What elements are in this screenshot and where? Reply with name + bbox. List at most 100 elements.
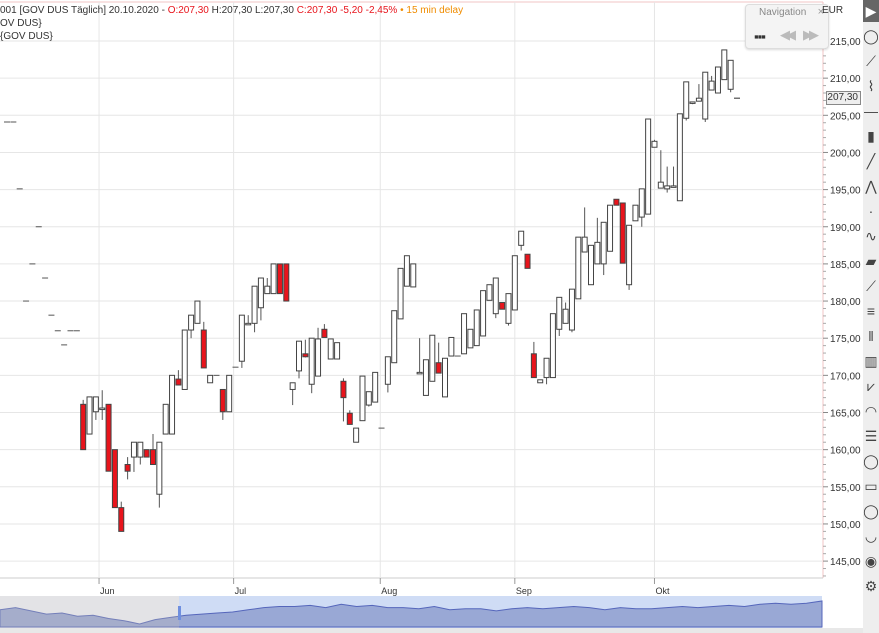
candle-up <box>397 267 404 320</box>
drawing-toolbar: ▶ ◯ ⟋ ⌇ — ▮ ╱ ⋀ · ∿ ▰ ⟋ ≡ ‖ ▥ ⩗ ◠ ☰ ◯ ▭ ◯ ◡ ◉ ⚙ <box>863 0 879 633</box>
navigation-title: Navigation <box>759 7 807 18</box>
candle-up <box>410 263 417 288</box>
high-low-values: H:207,30 L:207,30 <box>208 5 297 16</box>
candle-up <box>594 241 601 265</box>
candle-up <box>238 314 245 362</box>
candle-up <box>169 374 176 435</box>
candle-up <box>480 290 487 337</box>
candle-down <box>118 507 125 532</box>
candle-down <box>524 253 531 269</box>
candle-up <box>162 403 169 435</box>
fill-icon[interactable]: ▰ <box>865 253 877 269</box>
vertical-lines-icon[interactable]: ‖ <box>868 328 874 344</box>
candle-down <box>499 302 506 310</box>
ellipse-icon[interactable]: ◯ <box>863 453 879 469</box>
candle-up <box>257 277 264 309</box>
candle-up <box>702 71 709 120</box>
candle-up <box>575 236 582 300</box>
candle-down <box>200 329 207 369</box>
instrument-date: 001 [GOV DUS Täglich] 20.10.2020 - <box>0 5 168 16</box>
navigation-panel: Navigation × ▪▪▪ ◀◀ ▶▶ <box>745 4 829 49</box>
candle-down <box>124 464 131 472</box>
y-tick-label: 185,00 <box>830 260 861 271</box>
circle-icon[interactable]: ◯ <box>863 28 879 44</box>
eye-icon[interactable]: ◉ <box>864 553 878 569</box>
candle-up <box>549 313 556 379</box>
path-icon[interactable]: ∿ <box>865 228 877 244</box>
candle-up <box>651 140 658 148</box>
candle-up <box>518 230 525 246</box>
y-tick-label: 155,00 <box>830 483 861 494</box>
candle-up <box>365 391 372 406</box>
candle-up <box>372 371 379 403</box>
candle-up <box>670 185 677 188</box>
candle-down <box>346 412 353 425</box>
study-label: OV DUS} <box>0 18 42 29</box>
candle-up <box>607 204 614 252</box>
y-tick-label: 215,00 <box>830 37 861 48</box>
line-icon[interactable]: ⟋ <box>866 53 876 69</box>
horizontal-line-icon[interactable]: — <box>864 103 878 119</box>
x-tick-label: Jul <box>235 586 247 596</box>
price-chart[interactable]: 145,00 150,00 155,00 160,00 165,00 170,00 175,… <box>0 0 863 628</box>
fan-icon[interactable]: ⩗ <box>867 378 875 394</box>
navigator-area <box>0 600 823 628</box>
candle-up <box>99 407 106 411</box>
candle-up <box>683 81 690 119</box>
candle-down <box>276 263 283 295</box>
rewind-icon[interactable]: ◀◀ <box>780 27 796 42</box>
parallel-lines-icon[interactable]: ≡ <box>866 303 876 319</box>
rectangle-icon[interactable]: ▭ <box>864 478 878 494</box>
candle-up <box>511 255 518 311</box>
close-icon[interactable]: × <box>817 6 824 18</box>
trend-line-icon[interactable]: ╱ <box>866 153 876 169</box>
fast-forward-icon[interactable]: ▶▶ <box>803 27 819 42</box>
candle-up <box>473 309 480 347</box>
candle-up <box>556 296 563 330</box>
y-tick-label: 180,00 <box>830 297 861 308</box>
candle-down <box>283 263 290 302</box>
ray-icon[interactable]: ⟋ <box>866 278 876 294</box>
candle-up <box>391 310 398 364</box>
candle-down <box>219 388 226 413</box>
fib-retracement-icon[interactable]: ☰ <box>864 428 878 444</box>
candle-up <box>181 329 188 390</box>
polyline-icon[interactable]: ⌇ <box>867 78 875 94</box>
candle-up <box>461 313 468 355</box>
candle-up <box>334 342 341 360</box>
circle-tool-icon[interactable]: ◯ <box>863 503 879 519</box>
arcs-icon[interactable]: ◠ <box>864 403 878 419</box>
currency-label: EUR <box>822 5 844 16</box>
cursor-icon[interactable]: ▶ <box>863 0 879 22</box>
x-tick-label: Okt <box>655 586 670 596</box>
dot-icon[interactable]: · <box>868 203 874 219</box>
navigator-handle-left[interactable] <box>178 606 181 620</box>
candle-up <box>721 49 728 81</box>
candle-up <box>568 288 575 331</box>
candle-up <box>492 277 499 315</box>
fib-lines-icon[interactable]: ▥ <box>864 353 878 369</box>
arc-icon[interactable]: ◡ <box>864 528 878 544</box>
candle-up <box>638 188 645 218</box>
candle-up <box>264 285 271 295</box>
candle-up <box>86 396 93 435</box>
candle-down <box>530 353 537 379</box>
y-tick-label: 190,00 <box>830 223 861 234</box>
pitchfork-icon[interactable]: ⋀ <box>865 178 877 194</box>
y-tick-label: 165,00 <box>830 409 861 420</box>
candle-up <box>676 113 683 202</box>
navigator-outside-shade <box>0 596 179 628</box>
candle-up <box>486 284 493 301</box>
candle-up <box>130 441 137 458</box>
ohlc-legend: 001 [GOV DUS Täglich] 20.10.2020 - O:207… <box>0 5 463 16</box>
candle-down <box>619 202 626 264</box>
candle-up <box>581 236 588 253</box>
settings-icon[interactable]: ⚙ <box>864 578 878 594</box>
candle-down <box>175 378 182 386</box>
bars-icon[interactable]: ▮ <box>867 128 875 144</box>
status-bar <box>0 628 863 633</box>
grid-icon[interactable]: ▪▪▪ <box>754 29 766 44</box>
candle-down <box>150 449 156 466</box>
open-value: O:207,30 <box>167 5 209 16</box>
candle-up <box>632 204 639 222</box>
